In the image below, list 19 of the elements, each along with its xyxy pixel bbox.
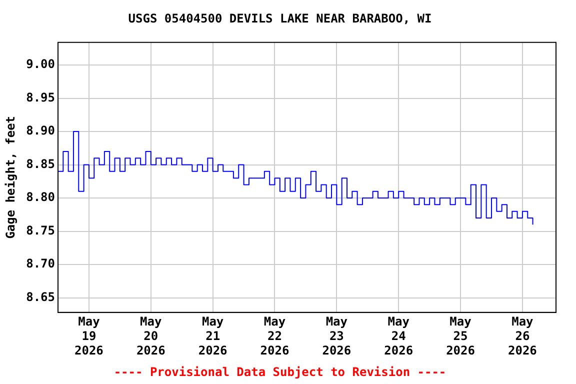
y-tick-label: 8.95 [26,90,55,104]
y-axis-title: Gage height, feet [3,116,18,239]
text: ---- Provisional Data Subject to Revision ---- [114,364,446,379]
x-tick-label: May 22 2026 [260,314,290,358]
y-tick-label: 8.65 [26,290,55,304]
y-tick-label: 9.00 [26,57,55,72]
y-tick-label: 8.70 [26,256,55,271]
x-tick-label: May 21 2026 [198,314,228,358]
y-tick-label: 8.80 [26,190,55,204]
y-tick-label: 8.90 [26,124,55,138]
y-tick-label: 8.75 [26,223,55,238]
y-tick-label: 8.85 [26,156,55,171]
x-tick-label: May 24 2026 [384,314,414,358]
x-tick-label: May 23 2026 [322,314,352,358]
x-tick-label: May 25 2026 [446,314,475,358]
x-tick-label: May 19 2026 [74,314,104,358]
x-tick-label: May 26 2026 [508,314,537,358]
chart-title: USGS 05404500 DEVILS LAKE NEAR BARABOO, WI [128,11,432,26]
x-tick-label: May 20 2026 [136,314,166,358]
